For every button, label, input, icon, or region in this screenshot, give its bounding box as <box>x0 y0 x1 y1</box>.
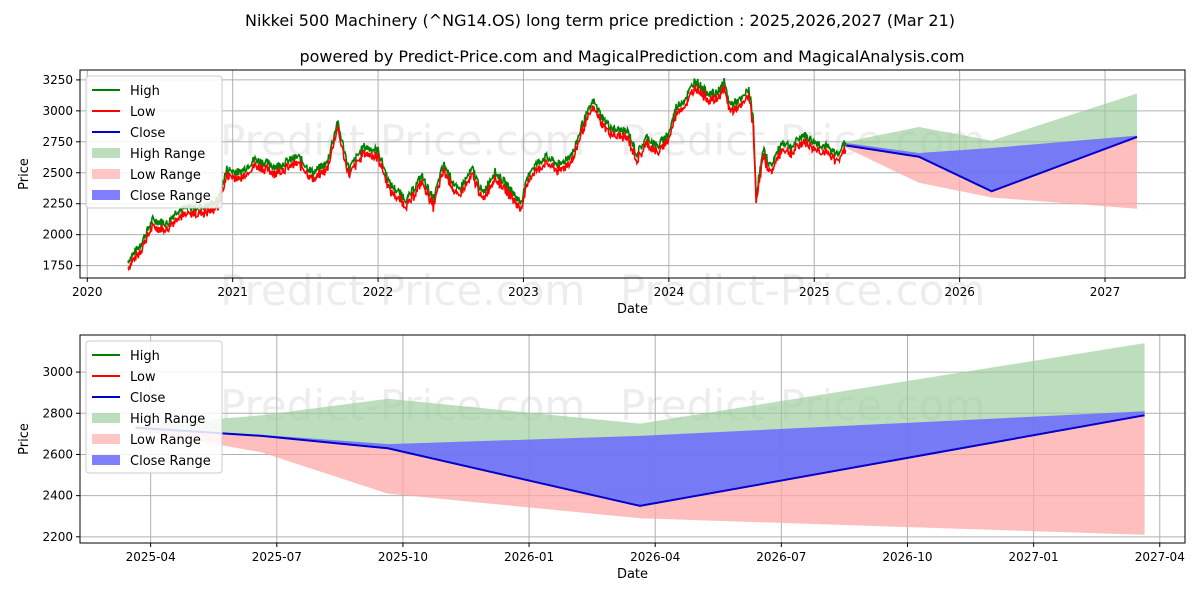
legend-label: Close <box>130 391 165 406</box>
x-tick-label: 2026-01 <box>504 550 554 564</box>
legend-item-high: High <box>92 84 160 99</box>
legend-item-high-range: High Range <box>92 147 205 162</box>
x-tick-label: 2026 <box>944 285 975 299</box>
watermark-text: Predict-Price.com <box>220 116 585 165</box>
y-tick-label: 2750 <box>42 135 73 149</box>
legend-patch-swatch <box>92 455 120 465</box>
watermark-text: Predict-Price.com <box>620 266 985 315</box>
y-axis-label: Price <box>17 158 32 190</box>
legend: High Low Close High Range Low Range Close Ran… <box>85 75 223 209</box>
legend-item-close-range: Close Range <box>92 454 211 469</box>
y-tick-label: 3000 <box>42 365 73 379</box>
legend-label: Close <box>130 126 165 141</box>
x-tick-label: 2023 <box>508 285 539 299</box>
legend-item-low-range: Low Range <box>92 433 201 448</box>
y-tick-label: 2250 <box>42 197 73 211</box>
x-tick-label: 2025-04 <box>126 550 176 564</box>
legend-label: Close Range <box>130 454 211 469</box>
legend-item-low-range: Low Range <box>92 168 201 183</box>
legend-patch-swatch <box>92 434 120 444</box>
x-tick-label: 2025-10 <box>378 550 428 564</box>
low-range-band <box>135 415 1145 535</box>
y-tick-label: 2400 <box>42 489 73 503</box>
x-tick-label: 2022 <box>363 285 394 299</box>
watermark-text: Predict-Price.com <box>220 266 585 315</box>
axes-frame <box>79 334 1186 544</box>
x-tick-label: 2027 <box>1090 285 1121 299</box>
legend-patch-swatch <box>92 190 120 200</box>
y-tick-label: 2200 <box>42 530 73 544</box>
bottom-prediction-panel: Predict-Price.comPredict-Price.com2025-0… <box>17 334 1186 582</box>
legend-label: High <box>130 349 160 364</box>
y-tick-label: 2600 <box>42 447 73 461</box>
legend-label: High <box>130 84 160 99</box>
chart-subtitle: powered by Predict-Price.com and Magical… <box>299 47 964 66</box>
legend-label: Low Range <box>130 433 201 448</box>
high-range-band <box>846 93 1137 192</box>
x-tick-label: 2027-01 <box>1009 550 1059 564</box>
y-axis-label: Price <box>17 423 32 455</box>
x-axis-label: Date <box>617 567 648 582</box>
close-range-band <box>135 411 1145 506</box>
x-tick-label: 2026-10 <box>882 550 932 564</box>
legend-item-high-range: High Range <box>92 412 205 427</box>
low-history-line <box>127 84 847 272</box>
x-tick-label: 2027-04 <box>1135 550 1185 564</box>
top-price-panel: Predict-Price.com Predict-Price.com Predic… <box>17 69 1186 317</box>
chart-title: Nikkei 500 Machinery (^NG14.OS) long ter… <box>245 11 955 30</box>
plot-area <box>127 78 1138 272</box>
legend-item-close: Close <box>92 391 165 406</box>
x-tick-label: 2025-07 <box>252 550 302 564</box>
legend-patch-swatch <box>92 413 120 423</box>
legend-patch-swatch <box>92 148 120 158</box>
legend-item-low: Low <box>92 370 156 385</box>
y-tick-label: 1750 <box>42 259 73 273</box>
y-tick-label: 2500 <box>42 166 73 180</box>
close-line <box>846 135 1138 193</box>
legend-label: High Range <box>130 147 205 162</box>
y-tick-label: 3000 <box>42 104 73 118</box>
legend-label: Close Range <box>130 189 211 204</box>
y-tick-label: 3250 <box>42 73 73 87</box>
legend-label: Low <box>130 370 156 385</box>
axes-frame <box>79 69 1186 279</box>
legend-item-close: Close <box>92 126 165 141</box>
x-tick-label: 2021 <box>217 285 248 299</box>
y-tick-label: 2000 <box>42 228 73 242</box>
legend-label: Low Range <box>130 168 201 183</box>
high-history-line <box>127 78 847 264</box>
x-tick-label: 2026-04 <box>630 550 680 564</box>
legend-patch-swatch <box>92 169 120 179</box>
legend-label: High Range <box>130 412 205 427</box>
low-range-band <box>846 136 1137 209</box>
high-range-band <box>135 343 1145 506</box>
legend-label: Low <box>130 105 156 120</box>
close-range-band <box>846 135 1137 192</box>
legend: High Low Close High Range Low Range Close Ran… <box>85 340 223 474</box>
legend-item-high: High <box>92 349 160 364</box>
x-tick-label: 2024 <box>654 285 685 299</box>
y-tick-label: 2800 <box>42 406 73 420</box>
x-tick-label: 2020 <box>72 285 103 299</box>
x-tick-label: 2026-07 <box>756 550 806 564</box>
x-tick-label: 2025 <box>799 285 830 299</box>
x-axis-label: Date <box>617 302 648 317</box>
legend-item-close-range: Close Range <box>92 189 211 204</box>
legend-item-low: Low <box>92 105 156 120</box>
